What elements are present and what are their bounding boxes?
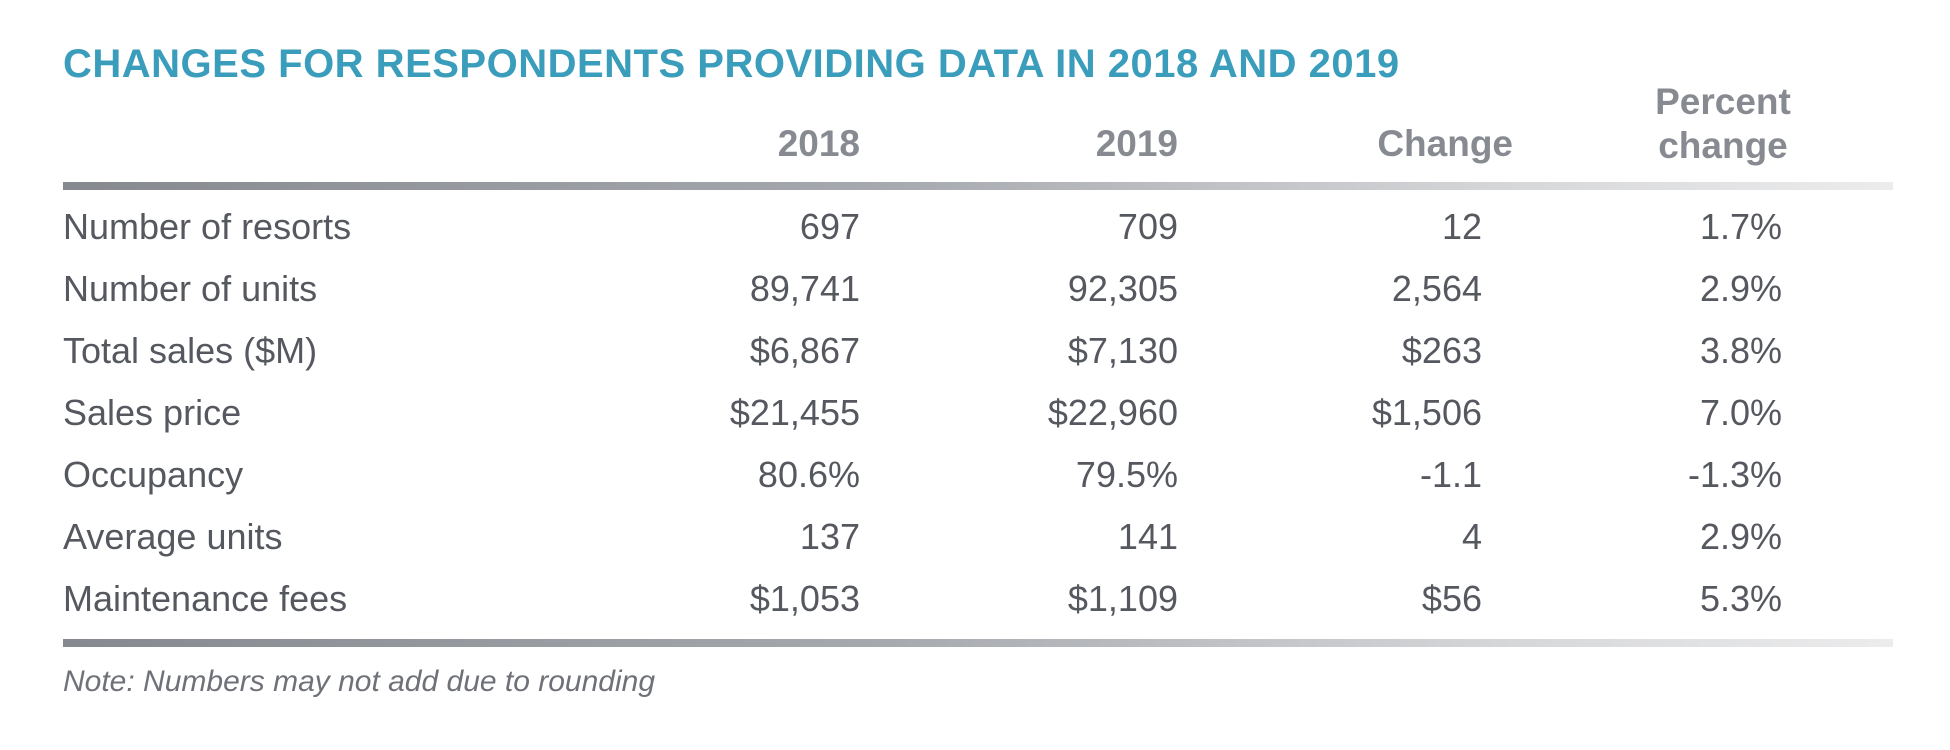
cell-2018: $21,455 bbox=[729, 392, 860, 433]
cell-percent-change: 2.9% bbox=[1699, 516, 1782, 557]
table-row: Total sales ($M) $6,867 $7,130 $263 3.8% bbox=[0, 324, 1950, 386]
cell-2019: 709 bbox=[1117, 206, 1178, 247]
cell-change: $56 bbox=[1421, 578, 1482, 619]
header-divider bbox=[63, 182, 1893, 190]
table-body: Number of resorts 697 709 12 1.7% Number of u… bbox=[0, 200, 1950, 634]
cell-percent-change: 2.9% bbox=[1699, 268, 1782, 309]
cell-change: $263 bbox=[1401, 330, 1482, 371]
cell-2019: 92,305 bbox=[1067, 268, 1178, 309]
cell-2019: $1,109 bbox=[1067, 578, 1178, 619]
cell-percent-change: -1.3% bbox=[1687, 454, 1782, 495]
cell-change: 4 bbox=[1461, 516, 1482, 557]
cell-2018: 80.6% bbox=[757, 454, 860, 495]
column-header-percent-change: Percent change bbox=[1655, 81, 1791, 166]
table-row: Occupancy 80.6% 79.5% -1.1 -1.3% bbox=[0, 448, 1950, 510]
row-label: Occupancy bbox=[63, 454, 244, 495]
table-title: CHANGES FOR RESPONDENTS PROVIDING DATA I… bbox=[63, 42, 1400, 86]
cell-2018: 89,741 bbox=[749, 268, 860, 309]
cell-2018: 697 bbox=[799, 206, 860, 247]
row-label: Number of units bbox=[63, 268, 318, 309]
cell-change: $1,506 bbox=[1371, 392, 1482, 433]
cell-2019: $7,130 bbox=[1067, 330, 1178, 371]
cell-percent-change: 5.3% bbox=[1699, 578, 1782, 619]
cell-2018: 137 bbox=[799, 516, 860, 557]
row-label: Maintenance fees bbox=[63, 578, 348, 619]
row-label: Number of resorts bbox=[63, 206, 352, 247]
cell-2019: $22,960 bbox=[1047, 392, 1178, 433]
cell-change: 12 bbox=[1441, 206, 1482, 247]
column-header-2018: 2018 bbox=[777, 123, 860, 164]
table-row: Number of units 89,741 92,305 2,564 2.9% bbox=[0, 262, 1950, 324]
row-label: Total sales ($M) bbox=[63, 330, 318, 371]
footer-divider bbox=[63, 639, 1893, 647]
table-row: Number of resorts 697 709 12 1.7% bbox=[0, 200, 1950, 262]
row-label: Sales price bbox=[63, 392, 242, 433]
cell-percent-change: 1.7% bbox=[1699, 206, 1782, 247]
table-note: Note: Numbers may not add due to roundin… bbox=[63, 665, 656, 698]
column-header-change: Change bbox=[1377, 123, 1513, 164]
cell-change: 2,564 bbox=[1391, 268, 1482, 309]
table-row: Average units 137 141 4 2.9% bbox=[0, 510, 1950, 572]
cell-percent-change: 3.8% bbox=[1699, 330, 1782, 371]
table-row: Sales price $21,455 $22,960 $1,506 7.0% bbox=[0, 386, 1950, 448]
table-row: Maintenance fees $1,053 $1,109 $56 5.3% bbox=[0, 572, 1950, 634]
cell-2018: $1,053 bbox=[749, 578, 860, 619]
row-label: Average units bbox=[63, 516, 283, 557]
cell-2018: $6,867 bbox=[749, 330, 860, 371]
cell-2019: 79.5% bbox=[1075, 454, 1178, 495]
cell-change: -1.1 bbox=[1419, 454, 1482, 495]
column-header-2019: 2019 bbox=[1095, 123, 1178, 164]
cell-percent-change: 7.0% bbox=[1699, 392, 1782, 433]
cell-2019: 141 bbox=[1117, 516, 1178, 557]
